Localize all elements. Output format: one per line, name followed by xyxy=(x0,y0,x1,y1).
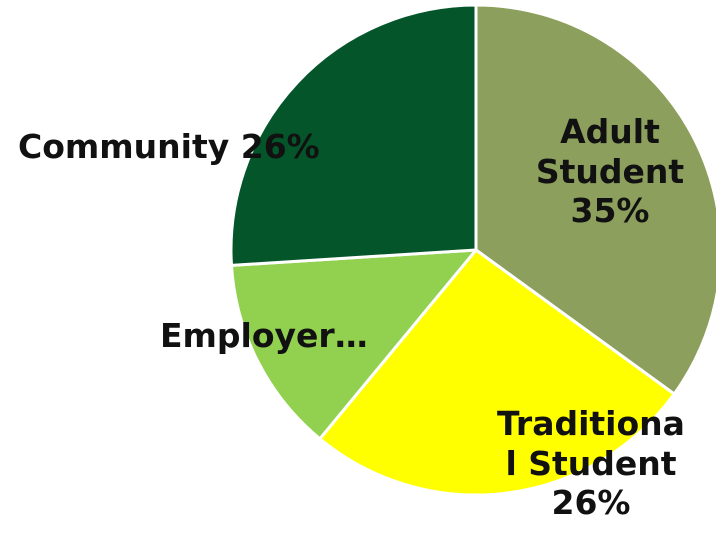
slice-label-adult-line-3: 35% xyxy=(570,191,650,231)
slice-label-adult-line-1: Adult xyxy=(560,112,660,151)
slice-label-traditional-line-1: Traditiona xyxy=(497,404,685,443)
pie-slice-adult-student xyxy=(474,3,716,396)
pie-slice-community xyxy=(229,3,478,267)
slice-label-adult-student: Adult Student 35% xyxy=(520,112,700,231)
slice-label-traditional-student: Traditiona l Student 26% xyxy=(486,404,696,523)
slice-label-employer: Employer… xyxy=(160,316,368,356)
slice-label-traditional-line-2: l Student xyxy=(505,443,677,483)
slice-label-traditional-line-3: 26% xyxy=(551,483,631,523)
pie-slice-employer xyxy=(229,248,478,441)
slice-label-employer-line-1: Employer… xyxy=(160,316,368,355)
slice-label-adult-line-2: Student xyxy=(535,151,685,191)
pie-slice-traditional-student xyxy=(318,248,676,497)
slice-label-community-line-1: Community 26% xyxy=(18,127,320,166)
slice-label-community: Community 26% xyxy=(18,127,320,167)
